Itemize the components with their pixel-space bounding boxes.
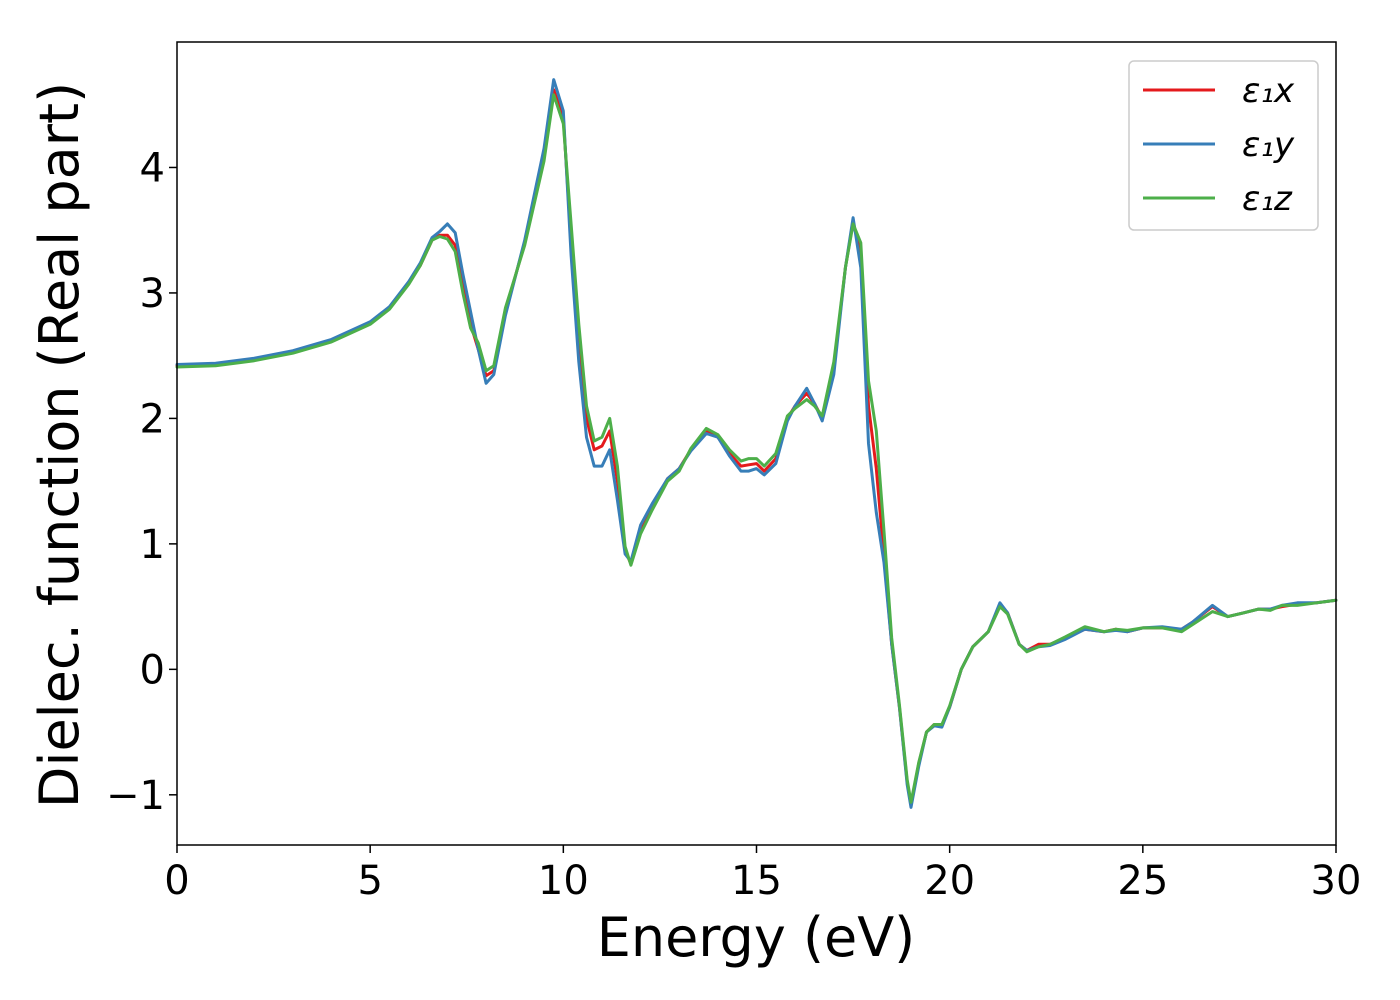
y-tick-label: 2 [140, 396, 165, 442]
series-layer [175, 78, 1338, 809]
y-tick-label: 1 [140, 522, 165, 568]
y-tick-label: 3 [140, 271, 165, 317]
x-axis: 0 5 10 15 20 25 30 [164, 845, 1361, 904]
y-tick-label: 4 [140, 145, 165, 191]
y-axis: −1 0 1 2 3 4 [106, 145, 177, 819]
x-axis-title: Energy (eV) [597, 906, 916, 969]
x-tick-label: 5 [357, 858, 382, 904]
legend: ε₁x ε₁y ε₁z [1128, 60, 1319, 231]
legend-label-1: ε₁x [1242, 71, 1295, 111]
legend-label-3: ε₁z [1242, 179, 1293, 219]
y-tick-label: −1 [106, 773, 165, 819]
x-tick-label: 30 [1311, 858, 1362, 904]
y-tick-label: 0 [140, 647, 165, 693]
series-line-3 [175, 93, 1338, 804]
x-tick-label: 10 [538, 858, 589, 904]
legend-label-2: ε₁y [1242, 125, 1295, 165]
y-axis-title: Dielec. function (Real part) [28, 82, 91, 808]
x-tick-label: 25 [1117, 858, 1168, 904]
x-tick-label: 15 [731, 858, 782, 904]
x-tick-label: 0 [164, 858, 189, 904]
legend-box [1128, 60, 1319, 231]
x-tick-label: 20 [924, 858, 975, 904]
